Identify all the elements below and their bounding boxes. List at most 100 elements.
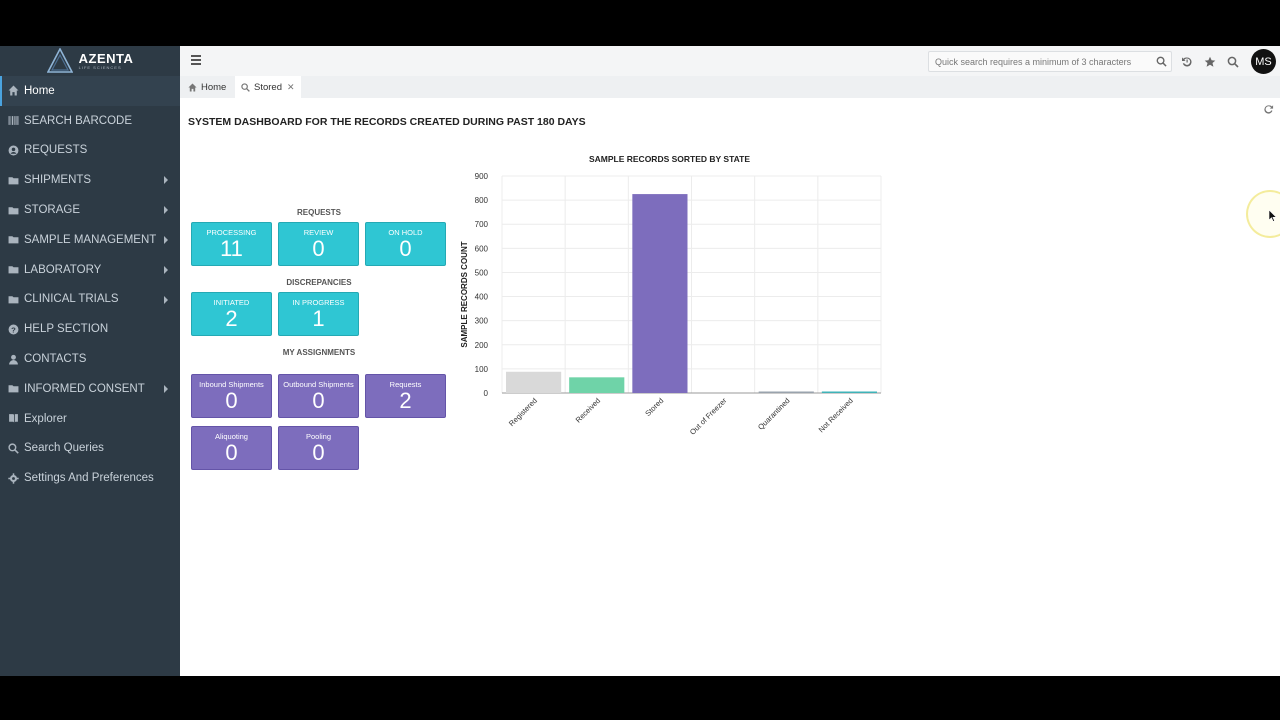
tab-stored-label: Stored xyxy=(254,81,282,93)
mouse-cursor-icon xyxy=(1269,210,1277,222)
sidebar-item-shipments[interactable]: SHIPMENTS xyxy=(0,165,180,195)
y-tick-label: 800 xyxy=(475,196,489,205)
chevron-right-icon xyxy=(164,176,168,185)
assignments-section-title: MY ASSIGNMENTS xyxy=(282,348,356,357)
y-tick-label: 500 xyxy=(475,268,489,277)
sidebar-item-label: Settings And Preferences xyxy=(24,472,154,485)
user-icon xyxy=(7,353,19,365)
tile-on-hold[interactable]: ON HOLD 0 xyxy=(365,222,446,266)
tile-value: 0 xyxy=(312,236,325,261)
folder-icon xyxy=(7,174,19,186)
tile-value: 0 xyxy=(225,440,238,465)
brand-name: AZENTA xyxy=(78,51,134,66)
sidebar-item-help-section[interactable]: ? HELP SECTION xyxy=(0,314,180,344)
user-avatar[interactable]: MS xyxy=(1251,49,1276,74)
sidebar-item-laboratory[interactable]: LABORATORY xyxy=(0,255,180,285)
search-icon xyxy=(241,82,250,92)
sidebar-item-home[interactable]: Home xyxy=(0,76,180,106)
sidebar-item-search-queries[interactable]: Search Queries xyxy=(0,434,180,464)
quick-search xyxy=(928,51,1172,72)
quick-search-input[interactable] xyxy=(929,52,1149,72)
tile-label: ON HOLD xyxy=(388,228,423,237)
x-tick-label: Registered xyxy=(507,396,539,428)
sidebar-item-label: STORAGE xyxy=(24,204,81,217)
tile-label: Requests xyxy=(389,380,422,389)
tile-outbound-shipments[interactable]: Outbound Shipments 0 xyxy=(278,374,359,418)
sidebar-item-storage[interactable]: STORAGE xyxy=(0,195,180,225)
bar-chart-svg: 0 100 200 300 400 500 600 700 800 900 SAMPLE RECOR… xyxy=(460,172,882,437)
global-search-icon[interactable] xyxy=(1227,55,1239,68)
history-icon[interactable] xyxy=(1181,55,1193,67)
tile-inbound-shipments[interactable]: Inbound Shipments 0 xyxy=(191,374,272,418)
y-tick-label: 700 xyxy=(475,220,489,229)
circle-user-icon xyxy=(7,144,19,156)
chevron-right-icon xyxy=(164,295,168,304)
bar-quarantined[interactable] xyxy=(758,391,814,394)
sidebar-item-label: REQUESTS xyxy=(24,144,88,157)
folder-icon xyxy=(7,204,19,216)
top-bar: MS xyxy=(180,46,1280,76)
tile-processing[interactable]: PROCESSING 11 xyxy=(191,222,272,266)
bar-received[interactable] xyxy=(569,377,625,393)
discrepancies-section-title: DISCREPANCIES xyxy=(286,278,352,287)
azenta-logo[interactable]: AZENTA LIFE SCIENCES xyxy=(0,46,180,76)
star-icon[interactable] xyxy=(1204,55,1216,67)
sidebar-item-informed-consent[interactable]: INFORMED CONSENT xyxy=(0,374,180,404)
tab-close-icon[interactable]: ✕ xyxy=(287,81,295,92)
folder-icon xyxy=(7,293,19,305)
tab-home[interactable]: Home xyxy=(182,76,232,98)
tile-aliquoting[interactable]: Aliquoting 0 xyxy=(191,426,272,470)
tile-value: 0 xyxy=(312,388,325,413)
sidebar-item-label: SEARCH BARCODE xyxy=(24,114,132,127)
sidebar-item-label: HELP SECTION xyxy=(24,323,109,336)
tile-value: 2 xyxy=(225,306,238,331)
bar-not-received[interactable] xyxy=(821,391,877,394)
sidebar-nav: Home SEARCH BARCODE REQUESTS SHIPMENTS STORA… xyxy=(0,76,180,493)
y-tick-label: 200 xyxy=(475,341,489,350)
tab-stored[interactable]: Stored ✕ xyxy=(235,76,301,98)
tile-initiated[interactable]: INITIATED 2 xyxy=(191,292,272,336)
sidebar-item-search-barcode[interactable]: SEARCH BARCODE xyxy=(0,106,180,136)
sidebar-item-label: Search Queries xyxy=(24,442,104,455)
search-icon[interactable] xyxy=(1156,56,1167,67)
sidebar-item-requests[interactable]: REQUESTS xyxy=(0,136,180,166)
tab-home-label: Home xyxy=(201,81,227,93)
sidebar-item-label: LABORATORY xyxy=(24,263,102,276)
sidebar-item-label: INFORMED CONSENT xyxy=(24,382,145,395)
folder-icon xyxy=(7,383,19,395)
svg-text:?: ? xyxy=(11,325,16,334)
tile-value: 0 xyxy=(399,236,412,261)
requests-section-title: REQUESTS xyxy=(296,208,341,217)
sidebar: AZENTA LIFE SCIENCES Home SEARCH BARCODE R… xyxy=(0,46,180,676)
tile-pooling[interactable]: Pooling 0 xyxy=(278,426,359,470)
question-icon: ? xyxy=(7,323,19,335)
page-title: SYSTEM DASHBOARD FOR THE RECORDS CREATED… xyxy=(188,116,586,128)
bar-stored[interactable] xyxy=(632,194,688,393)
sidebar-item-explorer[interactable]: Explorer xyxy=(0,404,180,434)
tile-label: IN PROGRESS xyxy=(292,298,345,307)
tile-label: Aliquoting xyxy=(215,432,248,441)
sidebar-item-label: SAMPLE MANAGEMENT xyxy=(24,233,157,246)
tile-requests[interactable]: Requests 2 xyxy=(365,374,446,418)
home-icon xyxy=(7,85,19,97)
x-tick-label: Not Received xyxy=(817,396,855,434)
sidebar-item-label: Home xyxy=(24,84,55,97)
tile-in-progress[interactable]: IN PROGRESS 1 xyxy=(278,292,359,336)
azenta-logo-mark-icon xyxy=(46,48,73,73)
tile-review[interactable]: REVIEW 0 xyxy=(278,222,359,266)
refresh-icon[interactable] xyxy=(1263,102,1274,114)
sidebar-item-contacts[interactable]: CONTACTS xyxy=(0,344,180,374)
x-tick-label: Out of Freezer xyxy=(688,396,729,437)
y-tick-label: 0 xyxy=(484,389,489,398)
y-tick-label: 100 xyxy=(475,365,489,374)
tile-label: Inbound Shipments xyxy=(199,380,264,389)
sidebar-item-label: Explorer xyxy=(24,412,67,425)
hamburger-menu-icon[interactable] xyxy=(191,55,201,65)
sidebar-item-clinical-trials[interactable]: CLINICAL TRIALS xyxy=(0,285,180,315)
bar-registered[interactable] xyxy=(506,371,562,393)
sidebar-item-settings-and-preferences[interactable]: Settings And Preferences xyxy=(0,463,180,493)
sidebar-item-sample-management[interactable]: SAMPLE MANAGEMENT xyxy=(0,225,180,255)
search-icon xyxy=(7,442,19,454)
tile-label: REVIEW xyxy=(303,228,334,237)
tile-label: Pooling xyxy=(305,432,332,441)
